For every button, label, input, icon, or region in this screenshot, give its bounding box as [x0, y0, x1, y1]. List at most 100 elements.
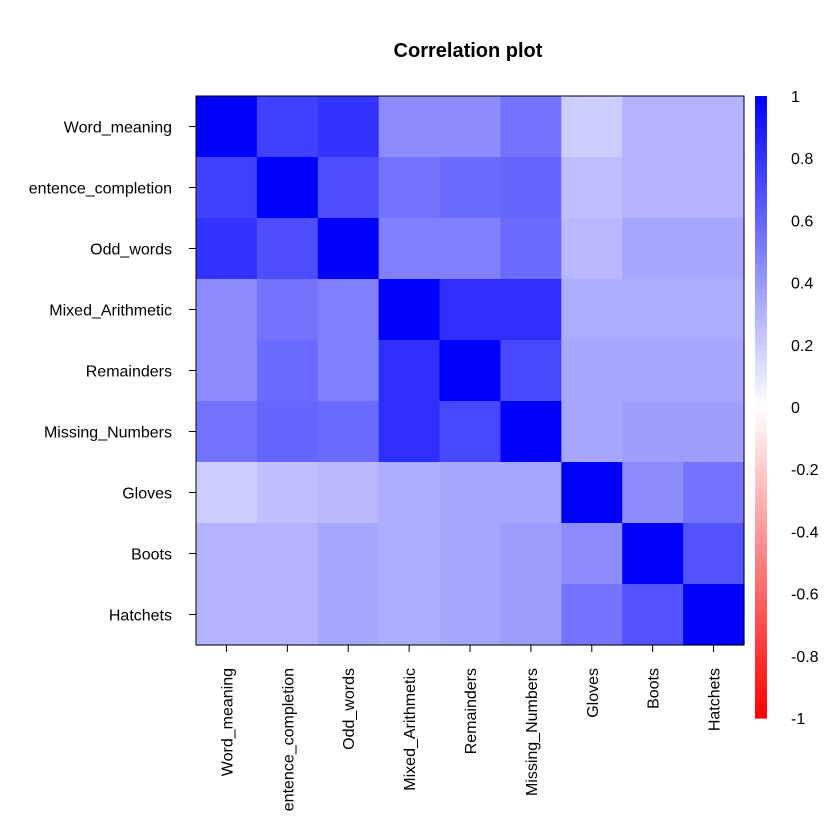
legend-color-step: [755, 543, 767, 551]
legend-color-step: [755, 425, 767, 433]
heatmap-cell: [439, 279, 502, 341]
row-label: Odd_words: [90, 242, 172, 259]
legend-color-step: [755, 400, 767, 408]
heatmap-cell: [196, 157, 258, 219]
heatmap-cell: [256, 584, 319, 646]
color-legend: 1 0.8 0.6 0.4 0.2 0 -0.2 -0.4 -0.6 -0.8 -1: [755, 89, 819, 728]
column-label: Hatchets: [707, 668, 724, 731]
legend-color-step: [755, 705, 767, 713]
heatmap-cell: [500, 340, 562, 402]
heatmap-cell: [196, 523, 258, 585]
legend-color-step: [755, 257, 767, 265]
column-label: Mixed_Arithmetic: [402, 668, 419, 791]
legend-color-step: [755, 618, 767, 626]
legend-color-step: [755, 220, 767, 228]
legend-color-step: [755, 668, 767, 676]
legend-tick-label: -0.8: [791, 649, 819, 666]
legend-color-step: [755, 624, 767, 632]
heatmap-cell: [683, 462, 745, 524]
row-label: Word_meaning: [64, 120, 172, 137]
legend-color-step: [755, 133, 767, 141]
legend-color-step: [755, 693, 767, 700]
heatmap-cell: [317, 523, 380, 585]
legend-color-step: [755, 282, 767, 290]
heatmap-cell: [378, 340, 441, 402]
legend-color-step: [755, 201, 767, 209]
heatmap-cell: [439, 96, 502, 158]
legend-color-step: [755, 431, 767, 439]
legend-color-step: [755, 630, 767, 638]
legend-color-step: [755, 581, 767, 588]
heatmap-cell: [439, 523, 502, 585]
heatmap-cell: [256, 96, 319, 158]
legend-color-step: [755, 456, 767, 464]
column-label: Gloves: [585, 668, 602, 718]
heatmap-cell: [561, 584, 623, 646]
legend-color-step: [755, 226, 767, 234]
legend-color-step: [755, 606, 767, 613]
heatmap-cell: [561, 218, 623, 280]
legend-color-step: [755, 643, 767, 651]
column-label: Boots: [646, 668, 663, 709]
legend-color-step: [755, 512, 767, 520]
legend-color-step: [755, 494, 767, 501]
heatmap-cell: [196, 279, 258, 341]
legend-color-step: [755, 319, 767, 327]
legend-color-step: [755, 413, 767, 421]
legend-color-step: [755, 450, 767, 458]
column-label: Remainders: [463, 668, 480, 754]
legend-color-step: [755, 369, 767, 377]
chart-title: Correlation plot: [394, 40, 543, 62]
heatmap-cell: [256, 218, 319, 280]
legend-color-step: [755, 525, 767, 532]
legend-color-step: [755, 295, 767, 302]
heatmap-cell: [317, 340, 380, 402]
legend-color-step: [755, 120, 767, 128]
heatmap-cell: [196, 218, 258, 280]
legend-color-step: [755, 481, 767, 489]
heatmap-cell: [196, 96, 258, 158]
heatmap-cell: [439, 340, 502, 402]
legend-color-step: [755, 151, 767, 159]
legend-color-step: [755, 363, 767, 371]
heatmap-cell: [378, 584, 441, 646]
heatmap-cell: [196, 401, 258, 463]
legend-tick-label: -0.6: [791, 587, 819, 604]
heatmap-cell: [196, 462, 258, 524]
heatmap-cell: [439, 401, 502, 463]
legend-color-step: [755, 164, 767, 172]
heatmap-cell: [683, 340, 745, 402]
legend-color-step: [755, 357, 767, 365]
heatmap-cell: [439, 462, 502, 524]
row-label: Missing_Numbers: [44, 425, 172, 442]
heatmap-cell: [439, 584, 502, 646]
row-label: Boots: [131, 547, 172, 564]
heatmap-cell: [256, 401, 319, 463]
heatmap-cell: [561, 523, 623, 585]
heatmap-cell: [683, 401, 745, 463]
legend-tick-label: 0.6: [791, 213, 813, 230]
heatmap-cell: [378, 462, 441, 524]
legend-color-step: [755, 637, 767, 644]
heatmap-cell: [622, 96, 684, 158]
legend-color-step: [755, 462, 767, 470]
heatmap-cell: [317, 401, 380, 463]
legend-color-step: [755, 469, 767, 477]
column-label: Word_meaning: [219, 668, 236, 776]
legend-color-step: [755, 102, 767, 110]
heatmap-cell: [683, 96, 745, 158]
legend-color-step: [755, 158, 767, 166]
legend-color-step: [755, 338, 767, 346]
heatmap-cell: [683, 523, 745, 585]
heatmap-cell: [683, 279, 745, 341]
legend-color-step: [755, 276, 767, 284]
legend-color-step: [755, 531, 767, 539]
legend-tick-label: 0: [791, 400, 800, 417]
row-label: Mixed_Arithmetic: [49, 303, 172, 320]
legend-tick-label: -0.2: [791, 462, 819, 479]
heatmap-cell: [622, 218, 684, 280]
legend-color-step: [755, 537, 767, 545]
legend-color-step: [755, 176, 767, 184]
legend-color-step: [755, 388, 767, 396]
heatmap-cell: [317, 96, 380, 158]
